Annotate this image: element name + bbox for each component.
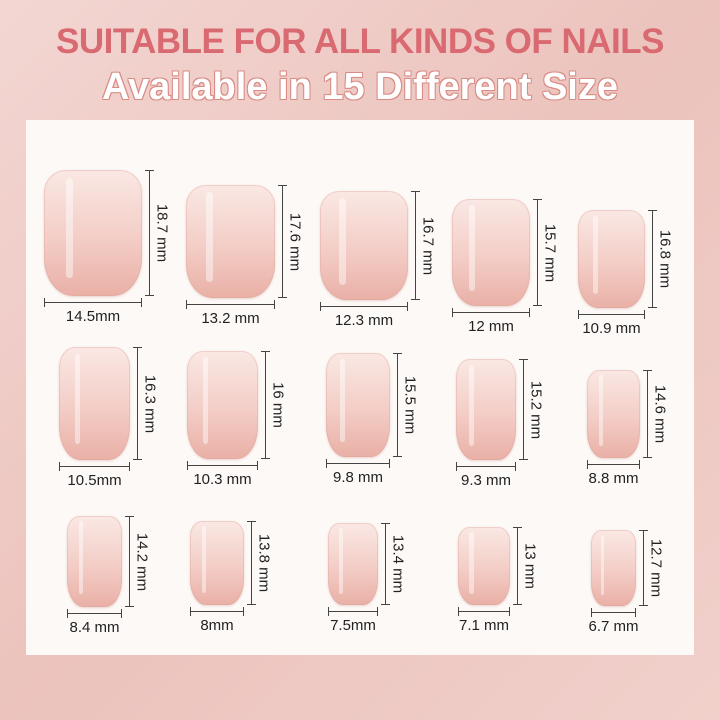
height-dimension-line xyxy=(648,210,657,308)
height-dimension-line xyxy=(643,370,652,458)
width-dimension-line xyxy=(456,462,516,471)
height-dimension-line xyxy=(247,521,256,605)
height-label: 15.5 mm xyxy=(401,375,419,435)
width-dimension-line xyxy=(59,462,130,471)
width-dimension-line xyxy=(578,310,645,319)
nail-6 xyxy=(59,347,130,460)
height-label: 16 mm xyxy=(269,382,287,428)
nail-15 xyxy=(591,530,636,606)
height-label: 16.8 mm xyxy=(656,229,674,289)
height-label: 15.7 mm xyxy=(541,223,559,282)
width-dimension-line xyxy=(326,459,390,468)
width-dimension-line xyxy=(186,300,275,309)
height-dimension-line xyxy=(519,359,528,460)
height-dimension-line xyxy=(278,185,287,298)
nail-1 xyxy=(44,170,142,296)
width-dimension-line xyxy=(320,302,408,311)
height-dimension-line xyxy=(411,191,420,300)
width-label: 13.2 mm xyxy=(201,310,260,327)
width-label: 8.8 mm xyxy=(588,470,639,487)
width-dimension-line xyxy=(452,308,530,317)
nail-7 xyxy=(187,351,258,459)
height-label: 13.8 mm xyxy=(255,533,273,593)
nail-12 xyxy=(190,521,244,605)
width-label: 6.7 mm xyxy=(588,618,639,635)
width-label: 12.3 mm xyxy=(334,312,394,329)
height-label: 16.7 mm xyxy=(419,216,437,275)
height-label: 12.7 mm xyxy=(647,538,665,598)
height-label: 16.3 mm xyxy=(141,374,159,433)
nail-8 xyxy=(326,353,390,457)
nail-4 xyxy=(452,199,530,306)
width-dimension-line xyxy=(328,607,378,616)
width-label: 9.3 mm xyxy=(460,472,512,489)
width-label: 7.5mm xyxy=(330,617,376,634)
subheadline: Available in 15 Different Size xyxy=(102,66,618,108)
height-dimension-line xyxy=(125,516,134,607)
height-dimension-line xyxy=(145,170,154,296)
nail-10 xyxy=(587,370,640,458)
nail-11 xyxy=(67,516,122,607)
width-dimension-line xyxy=(44,298,142,307)
width-label: 12 mm xyxy=(468,318,514,335)
height-dimension-line xyxy=(133,347,142,460)
height-label: 15.2 mm xyxy=(527,380,545,439)
height-label: 13.4 mm xyxy=(389,534,407,594)
height-dimension-line xyxy=(261,351,270,459)
nail-2 xyxy=(186,185,275,298)
width-dimension-line xyxy=(587,460,640,469)
width-dimension-line xyxy=(190,607,244,616)
width-label: 7.1 mm xyxy=(458,617,510,634)
width-dimension-line xyxy=(458,607,510,616)
height-label: 14.6 mm xyxy=(651,384,669,444)
width-label: 9.8 mm xyxy=(332,469,384,486)
nail-5 xyxy=(578,210,645,308)
width-dimension-line xyxy=(67,609,122,618)
width-label: 10.3 mm xyxy=(193,471,252,488)
height-dimension-line xyxy=(533,199,542,306)
height-label: 13 mm xyxy=(521,543,539,589)
height-label: 18.7 mm xyxy=(153,203,171,263)
width-label: 14.5mm xyxy=(65,308,121,325)
height-label: 14.2 mm xyxy=(133,532,151,591)
nail-3 xyxy=(320,191,408,300)
height-dimension-line xyxy=(639,530,648,606)
height-dimension-line xyxy=(381,523,390,605)
width-label: 8mm xyxy=(200,617,234,634)
width-label: 8.4 mm xyxy=(69,619,120,636)
height-label: 17.6 mm xyxy=(286,212,304,271)
width-label: 10.5mm xyxy=(67,472,122,489)
width-dimension-line xyxy=(187,461,258,470)
nail-14 xyxy=(458,527,510,605)
headline: SUITABLE FOR ALL KINDS OF NAILS xyxy=(55,22,665,61)
width-dimension-line xyxy=(591,608,636,617)
width-label: 10.9 mm xyxy=(582,320,641,337)
nail-9 xyxy=(456,359,516,460)
height-dimension-line xyxy=(393,353,402,457)
nail-13 xyxy=(328,523,378,605)
height-dimension-line xyxy=(513,527,522,605)
